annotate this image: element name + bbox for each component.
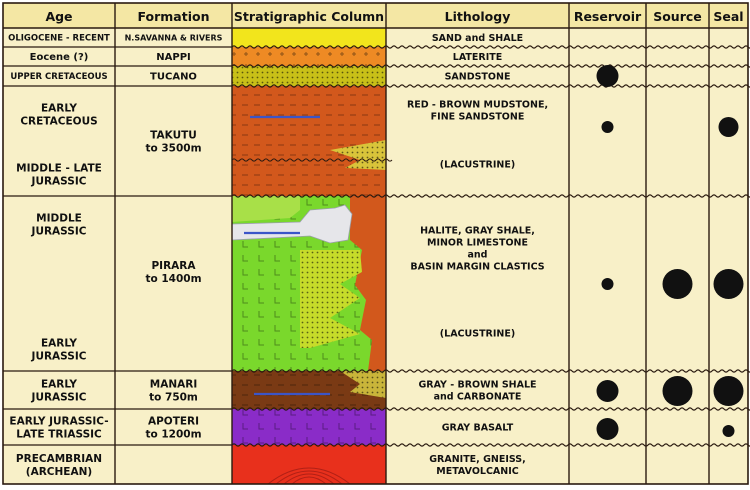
formation-label-eocene: NAPPI	[156, 52, 191, 63]
unconformity-line	[231, 64, 750, 68]
lithology-label-manari: GRAY - BROWN SHALE	[418, 379, 536, 390]
unconformity-line	[231, 369, 750, 373]
header-age: Age	[45, 9, 72, 24]
basement-arc	[283, 473, 335, 485]
header-column: Stratigraphic Column	[234, 9, 384, 24]
basement-arc	[275, 470, 343, 485]
source-marker-manari	[662, 376, 693, 406]
formation-label-pirara: PIRARA	[151, 260, 196, 272]
age-label-upper-cretaceous: UPPER CRETACEOUS	[10, 72, 107, 82]
texture-apoteri	[232, 409, 386, 445]
age-label-takutu: EARLY	[41, 102, 77, 114]
age-label-pirara: JURASSIC	[31, 225, 87, 237]
reservoir-marker-takutu	[601, 121, 614, 133]
reservoir-marker-manari	[596, 380, 619, 402]
seal-marker-pirara	[713, 269, 744, 299]
unconformity-line	[231, 45, 750, 49]
pirara-clastic-dots	[300, 250, 362, 348]
age-label-lower-takutu: MIDDLE - LATE	[16, 162, 102, 174]
formation-label-takutu: TAKUTU	[150, 129, 197, 141]
lithology-label-manari: and CARBONATE	[434, 391, 522, 402]
age-label-lower-pirara: EARLY	[41, 337, 77, 349]
lithology-label-pirara: BASIN MARGIN CLASTICS	[410, 261, 544, 272]
lithology-label-pirara: and	[468, 249, 488, 260]
basement-arc	[291, 476, 327, 485]
unconformity-line	[231, 407, 750, 411]
lithology-label-precambrian: GRANITE, GNEISS,	[429, 454, 525, 465]
age-label-apoteri: LATE TRIASSIC	[16, 428, 102, 440]
reservoir-marker-upper-cretaceous	[596, 65, 619, 87]
pirara-margin-mudstone	[350, 196, 386, 371]
reservoir-marker-apoteri	[596, 418, 619, 440]
lithology-label-apoteri: GRAY BASALT	[442, 422, 514, 433]
unconformity-line	[231, 443, 750, 447]
lithology-label-eocene: LATERITE	[453, 52, 502, 63]
header-band	[3, 3, 748, 28]
age-label-precambrian: PRECAMBRIAN	[16, 453, 102, 465]
unconformity-line	[231, 84, 750, 88]
formation-label-manari: to 750m	[149, 391, 198, 403]
age-label-manari: JURASSIC	[31, 391, 87, 403]
age-label-lower-takutu: JURASSIC	[31, 175, 87, 187]
formation-label-apoteri: APOTERI	[148, 415, 199, 427]
formation-label-apoteri: to 1200m	[145, 428, 201, 440]
formation-label-upper-cretaceous: TUCANO	[150, 72, 197, 83]
formation-label-pirara: to 1400m	[145, 273, 201, 285]
header-reservoir: Reservoir	[574, 9, 642, 24]
takutu-sand-dots	[330, 140, 386, 170]
texture-nappi	[232, 47, 386, 66]
pirara-upper-shale	[232, 196, 300, 222]
texture-takutu	[232, 86, 386, 196]
lithology-label-takutu: RED - BROWN MUDSTONE,	[407, 99, 548, 110]
age-label-apoteri: EARLY JURASSIC-	[9, 415, 108, 427]
basement-arc	[267, 467, 351, 485]
seal-marker-takutu	[718, 117, 739, 137]
age-label-pirara: MIDDLE	[36, 212, 82, 224]
age-label-takutu: CRETACEOUS	[20, 115, 97, 127]
age-label-manari: EARLY	[41, 378, 77, 390]
lithology-label-upper-cretaceous: SANDSTONE	[445, 71, 511, 82]
column-layer-oligocene	[232, 28, 386, 47]
lithology-label-takutu: FINE SANDSTONE	[431, 111, 525, 122]
header-formation: Formation	[138, 9, 210, 24]
header-seal: Seal	[713, 9, 743, 24]
lithology-label-oligocene: SAND and SHALE	[432, 33, 523, 44]
header-lithology: Lithology	[445, 9, 511, 24]
lithology-label-lower-pirara: (LACUSTRINE)	[440, 328, 515, 339]
age-label-oligocene: OLIGOCENE - RECENT	[8, 34, 110, 44]
manari-sand-dots	[340, 371, 386, 398]
reservoir-marker-pirara	[601, 278, 614, 290]
formation-label-takutu: to 3500m	[145, 142, 201, 154]
texture-tucano	[232, 66, 386, 86]
formation-label-manari: MANARI	[150, 378, 197, 390]
lithology-label-precambrian: METAVOLCANIC	[436, 466, 519, 477]
unconformity-line	[231, 194, 750, 198]
header-source: Source	[653, 9, 702, 24]
seal-marker-manari	[713, 376, 744, 406]
lithology-label-pirara: MINOR LIMESTONE	[427, 237, 528, 248]
formation-label-oligocene: N.SAVANNA & RIVERS	[125, 33, 223, 42]
age-label-lower-pirara: JURASSIC	[31, 350, 87, 362]
lithology-label-lower-takutu: (LACUSTRINE)	[440, 159, 515, 170]
age-label-precambrian: (ARCHEAN)	[26, 466, 92, 478]
internal-unconformity	[231, 158, 393, 162]
age-label-eocene: Eocene (?)	[30, 52, 89, 63]
seal-marker-apoteri	[722, 425, 735, 437]
column-layer-precambrian	[232, 445, 386, 484]
lithology-label-pirara: HALITE, GRAY SHALE,	[420, 225, 535, 236]
source-marker-pirara	[662, 269, 693, 299]
